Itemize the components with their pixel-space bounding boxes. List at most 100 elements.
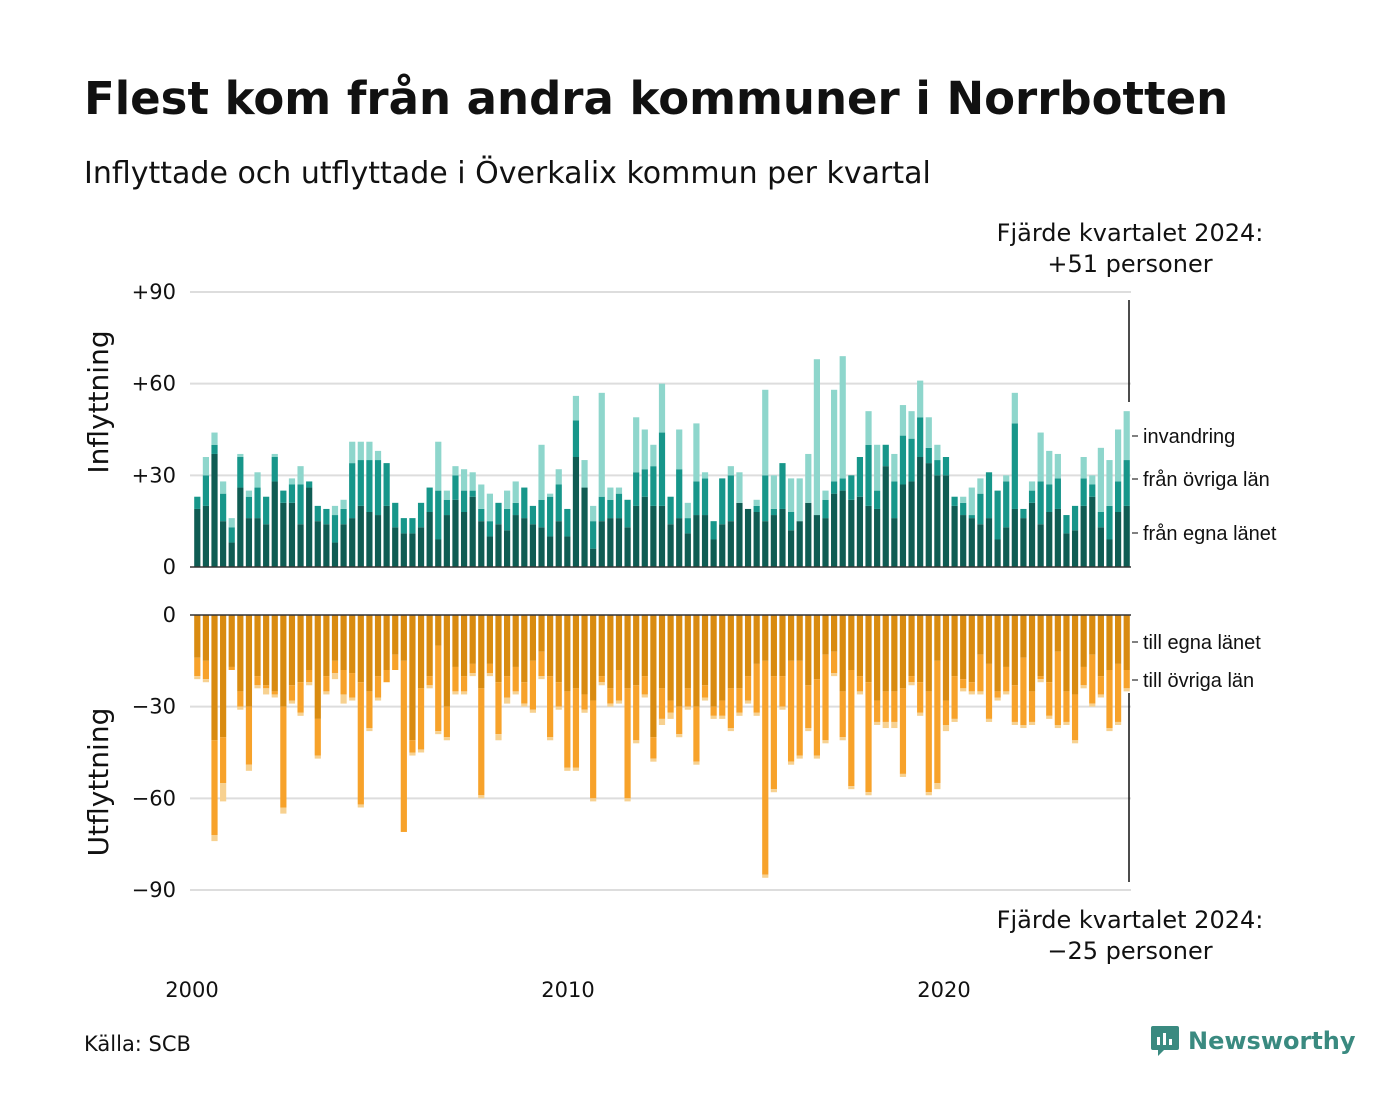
outflow-bar-segment <box>942 700 950 725</box>
inflow-bar-segment <box>1114 429 1122 482</box>
inflow-bar-segment <box>366 512 373 567</box>
inflow-bar-segment <box>263 496 270 525</box>
outflow-bar-segment <box>538 676 545 680</box>
inflow-bar-segment <box>762 389 769 476</box>
outflow-bar-segment <box>908 676 915 683</box>
outflow-bar-segment <box>598 615 605 677</box>
outflow-bar-segment <box>435 645 442 732</box>
outflow-bar-segment <box>796 660 803 756</box>
inflow-bar-segment <box>753 499 760 506</box>
outflow-bar-segment <box>650 758 657 762</box>
inflow-bar-segment <box>211 432 218 445</box>
inflow-bar-segment <box>538 527 545 567</box>
inflow-bar-segment <box>1123 460 1130 506</box>
inflow-bar-segment <box>650 505 657 567</box>
inflow-bar-segment <box>400 533 407 567</box>
inflow-bar-segment <box>460 490 468 512</box>
outflow-bar-segment <box>547 676 554 738</box>
outflow-bar-segment <box>908 682 915 686</box>
inflow-bar-segment <box>1003 481 1010 528</box>
outflow-bar-segment <box>727 688 734 729</box>
x-tick-label: 2000 <box>165 978 218 1002</box>
inflow-bar-segment <box>340 524 347 567</box>
inflow-bar-segment <box>831 493 838 567</box>
outflow-bar-segment <box>1063 721 1070 725</box>
inflow-bar-segment <box>547 536 554 567</box>
inflow-bar-segment <box>684 518 691 534</box>
inflow-bar-segment <box>1037 432 1044 482</box>
inflow-bar-segment <box>478 521 485 567</box>
outflow-bar-segment <box>598 682 605 686</box>
outflow-series-label: till övriga län <box>1143 670 1254 692</box>
inflow-bar-segment <box>736 472 743 503</box>
outflow-bar-segment <box>547 737 554 741</box>
outflow-bar-segment <box>874 615 881 701</box>
outflow-bar-segment <box>1037 676 1044 680</box>
inflow-bar-segment <box>693 423 700 482</box>
inflow-bar-segment <box>1080 505 1087 567</box>
inflow-bar-segment <box>555 469 562 485</box>
inflow-bar-segment <box>865 411 872 445</box>
outflow-bar-segment <box>426 685 433 689</box>
inflow-bar-segment <box>400 518 407 534</box>
outflow-bar-segment <box>805 728 812 732</box>
outflow-bar-segment <box>547 615 554 677</box>
outflow-bar-segment <box>435 731 442 735</box>
inflow-bar-segment <box>529 524 537 567</box>
inflow-bar-segment <box>331 515 339 543</box>
outflow-bar-segment <box>469 673 476 677</box>
outflow-bar-segment <box>340 670 347 695</box>
outflow-bar-segment <box>374 676 382 698</box>
inflow-bar-segment <box>564 508 571 537</box>
inflow-bar-segment <box>202 457 210 476</box>
inflow-bar-segment <box>917 417 924 457</box>
inflow-bar-segment <box>1011 423 1018 509</box>
outflow-bar-segment <box>693 615 700 707</box>
inflow-bar-segment <box>727 466 734 476</box>
inflow-bar-segment <box>314 505 321 522</box>
chart-title: Flest kom från andra kommuner i Norrbott… <box>84 72 1229 125</box>
outflow-bar-segment <box>271 691 278 695</box>
inflow-bar-segment <box>977 493 984 525</box>
outflow-bar-segment <box>839 615 846 692</box>
inflow-bar-segment <box>1046 512 1053 567</box>
outflow-bar-segment <box>676 615 683 707</box>
inflow-bar-segment <box>435 539 442 567</box>
outflow-bar-segment <box>1114 615 1122 664</box>
inflow-bar-segment <box>452 475 459 500</box>
inflow-bar-segment <box>985 472 993 519</box>
outflow-bar-segment <box>331 615 339 661</box>
outflow-bar-segment <box>452 615 459 667</box>
inflow-bar-segment <box>297 466 304 485</box>
outflow-bar-segment <box>555 682 562 707</box>
outflow-bar-segment <box>684 706 691 710</box>
inflow-bar-segment <box>615 493 623 519</box>
inflow-bar-segment <box>245 518 253 567</box>
inflow-bar-segment <box>572 420 580 457</box>
inflow-bar-segment <box>813 359 820 516</box>
inflow-bar-segment <box>1037 481 1044 525</box>
inflow-bar-segment <box>701 478 709 516</box>
outflow-bar-segment <box>805 685 812 729</box>
inflow-bar-segment <box>994 539 1001 567</box>
outflow-bar-segment <box>469 663 476 674</box>
outflow-bar-segment <box>1106 728 1113 732</box>
inflow-bar-segment <box>228 527 235 543</box>
outflow-bar-segment <box>220 783 227 802</box>
inflow-bar-segment <box>443 490 450 500</box>
outflow-bar-segment <box>220 615 227 738</box>
inflow-bar-segment <box>366 441 373 461</box>
outflow-bar-segment <box>590 798 597 802</box>
inflow-bar-segment <box>495 502 502 525</box>
outflow-bar-segment <box>383 615 390 670</box>
outflow-bar-segment <box>357 804 364 808</box>
inflow-bar-segment <box>1106 505 1113 540</box>
outflow-bar-segment <box>770 789 777 793</box>
outflow-bar-segment <box>684 615 691 689</box>
outflow-bar-segment <box>297 682 304 713</box>
outflow-bar-segment <box>977 615 984 655</box>
outflow-bar-segment <box>314 615 321 719</box>
inflow-bar-segment <box>658 383 666 433</box>
outflow-bar-segment <box>994 615 1001 692</box>
